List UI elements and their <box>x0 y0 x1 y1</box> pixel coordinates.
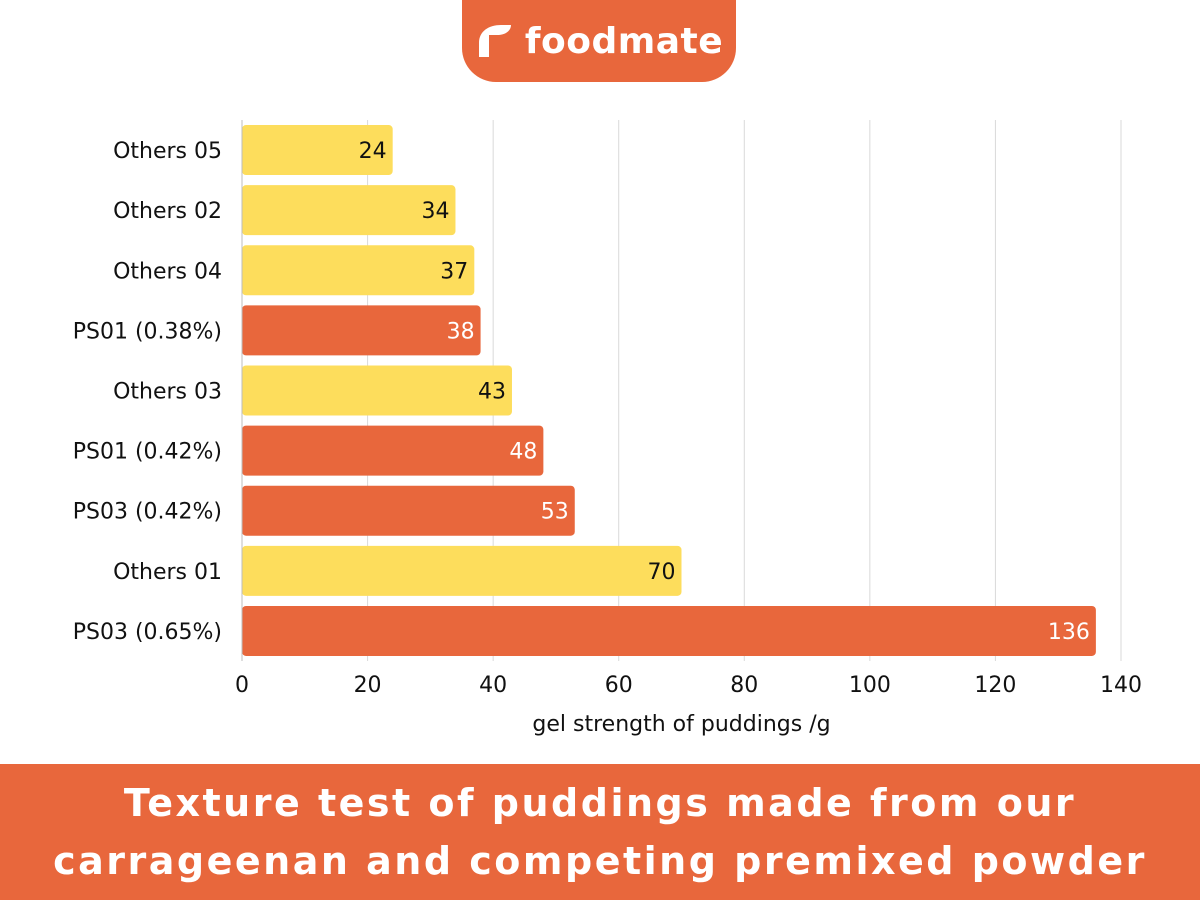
bar-5 <box>242 425 544 476</box>
bar-8 <box>242 605 1096 656</box>
category-label-7: Others 01 <box>113 560 222 585</box>
data-label-1: 34 <box>421 199 449 224</box>
bar-7 <box>242 545 682 596</box>
category-label-1: Others 02 <box>113 199 222 224</box>
x-tick-label-7: 140 <box>1100 673 1142 698</box>
category-label-5: PS01 (0.42%) <box>73 440 222 465</box>
leaf-logo-icon <box>478 25 511 57</box>
bar-2 <box>242 245 475 296</box>
bar-4 <box>242 365 512 416</box>
x-tick-label-2: 40 <box>479 673 507 698</box>
data-label-7: 70 <box>648 560 676 585</box>
brand-logo: foodmate <box>462 0 736 82</box>
brand-name: foodmate <box>524 20 724 62</box>
x-tick-label-3: 60 <box>605 673 633 698</box>
data-label-2: 37 <box>440 259 468 284</box>
data-label-0: 24 <box>359 139 387 164</box>
bar-chart: 24 Others 05 34 Others 02 37 Others 04 38 PS01 … <box>73 120 1142 737</box>
caption-banner: Texture test of puddings made from our c… <box>0 764 1200 900</box>
data-label-5: 48 <box>509 440 537 465</box>
x-tick-label-5: 100 <box>849 673 891 698</box>
category-label-8: PS03 (0.65%) <box>73 620 222 645</box>
x-tick-label-1: 20 <box>354 673 382 698</box>
category-label-2: Others 04 <box>113 259 222 284</box>
category-label-6: PS03 (0.42%) <box>73 500 222 525</box>
data-label-3: 38 <box>447 319 475 344</box>
x-axis-title: gel strength of puddings /g <box>532 712 830 737</box>
x-tick-label-4: 80 <box>730 673 758 698</box>
x-tick-label-0: 0 <box>235 673 249 698</box>
x-tick-label-6: 120 <box>974 673 1016 698</box>
bar-0 <box>242 125 393 176</box>
category-label-3: PS01 (0.38%) <box>73 319 222 344</box>
category-label-4: Others 03 <box>113 380 222 405</box>
bar-6 <box>242 485 575 536</box>
data-label-8: 136 <box>1048 620 1090 645</box>
data-label-6: 53 <box>541 500 569 525</box>
caption-line-2: carrageenan and competing premixed powde… <box>53 839 1147 883</box>
bar-1 <box>242 185 456 236</box>
bar-3 <box>242 305 481 356</box>
category-label-0: Others 05 <box>113 139 222 164</box>
data-label-4: 43 <box>478 380 506 405</box>
caption-line-1: Texture test of puddings made from our <box>123 781 1077 825</box>
